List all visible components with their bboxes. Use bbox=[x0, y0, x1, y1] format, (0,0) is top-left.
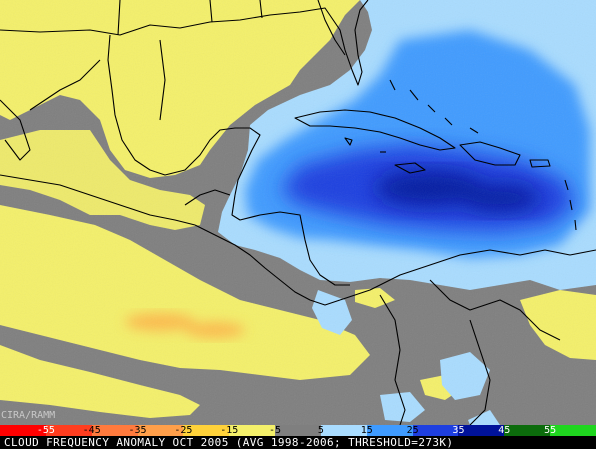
credit-label: CIRA/RAMM bbox=[1, 410, 56, 421]
colorbar-label: -25 bbox=[174, 425, 193, 436]
central-america-caribbean bbox=[231, 194, 350, 286]
bahamas bbox=[389, 79, 479, 134]
mexico-gulf-coast bbox=[107, 34, 261, 196]
colorbar-label: -15 bbox=[220, 425, 239, 436]
puerto-rico-outline bbox=[529, 159, 551, 168]
us-state-lines bbox=[117, 0, 263, 36]
colorbar-segment bbox=[550, 425, 596, 436]
noise-texture bbox=[0, 0, 596, 425]
colorbar-segment bbox=[137, 425, 184, 436]
map-caption: CLOUD FREQUENCY ANOMALY OCT 2005 (AVG 19… bbox=[4, 436, 454, 449]
mexico-pacific-coast bbox=[0, 174, 196, 226]
florida bbox=[317, 0, 346, 56]
colorbar-segment bbox=[412, 425, 459, 436]
colorbar-segment bbox=[45, 425, 92, 436]
colorbar-label: -35 bbox=[128, 425, 147, 436]
lesser-antilles bbox=[564, 179, 577, 231]
coastlines bbox=[0, 0, 596, 425]
jamaica-outline bbox=[394, 162, 426, 174]
isle-of-youth bbox=[344, 137, 353, 146]
caribbean-islands bbox=[294, 79, 577, 231]
colorbar-segment bbox=[91, 425, 138, 436]
colorbar-label: 25 bbox=[406, 425, 419, 436]
us-gulf-coast bbox=[0, 0, 369, 86]
colorbar-segment bbox=[183, 425, 230, 436]
andes-border bbox=[469, 319, 491, 425]
colorbar-label: 5 bbox=[317, 425, 324, 436]
baja-outline bbox=[0, 99, 31, 161]
south-america-interior bbox=[429, 279, 561, 341]
colorbar-segment bbox=[0, 425, 46, 436]
colorbar-segment bbox=[320, 425, 367, 436]
colorbar-label: -5 bbox=[269, 425, 282, 436]
colorbar-segment bbox=[275, 425, 321, 436]
guatemala-border bbox=[184, 189, 231, 206]
cloud-anomaly-map bbox=[0, 0, 596, 425]
colorbar-segment bbox=[458, 425, 505, 436]
colorbar-label: 55 bbox=[544, 425, 557, 436]
cuba-outline bbox=[294, 109, 456, 151]
central-america-pacific bbox=[194, 224, 341, 306]
mexico-border-2 bbox=[159, 39, 166, 121]
mexico-border-1 bbox=[29, 59, 101, 111]
colombia-interior bbox=[379, 294, 406, 425]
colorbar-label: 35 bbox=[452, 425, 465, 436]
colorbar-segment bbox=[504, 425, 551, 436]
hispaniola-outline bbox=[459, 141, 521, 166]
colorbar bbox=[0, 425, 596, 436]
colorbar-label: 15 bbox=[360, 425, 373, 436]
colorbar-segment bbox=[366, 425, 413, 436]
colorbar-label: 45 bbox=[498, 425, 511, 436]
colorbar-label: -55 bbox=[36, 425, 55, 436]
colorbar-label: -45 bbox=[82, 425, 101, 436]
colorbar-segment bbox=[229, 425, 276, 436]
south-america-north-coast bbox=[339, 249, 596, 301]
